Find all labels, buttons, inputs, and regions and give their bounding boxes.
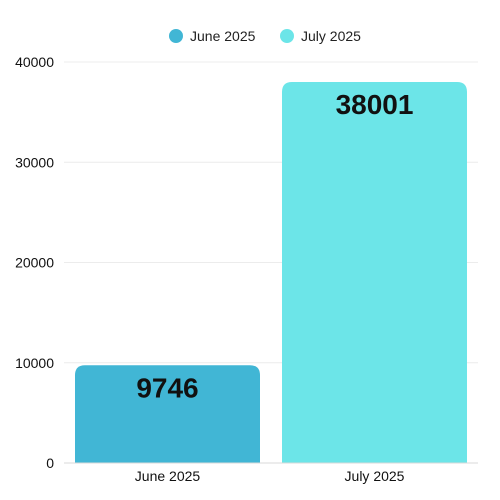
y-tick-label: 10000 <box>15 355 54 371</box>
data-labels: 9746 38001 <box>136 89 413 403</box>
legend-label: July 2025 <box>301 28 361 44</box>
legend-item: June 2025 <box>169 28 256 44</box>
y-tick-label: 0 <box>46 455 54 471</box>
y-tick-label: 40000 <box>15 54 54 70</box>
data-label: 9746 <box>136 372 198 403</box>
x-tick-label: June 2025 <box>135 468 201 484</box>
legend-swatch <box>169 29 183 43</box>
x-tick-label: July 2025 <box>345 468 405 484</box>
legend-item: July 2025 <box>280 28 361 44</box>
y-tick-label: 20000 <box>15 255 54 271</box>
legend-swatch <box>280 29 294 43</box>
bar-june-2025 <box>75 365 260 463</box>
bar-july-2025 <box>282 82 467 463</box>
bars <box>75 82 467 463</box>
legend: June 2025 July 2025 <box>169 28 361 44</box>
axes: 0 10000 20000 30000 40000 June 2025 July 2025 <box>15 54 478 484</box>
legend-label: June 2025 <box>190 28 256 44</box>
data-label: 38001 <box>336 89 414 120</box>
y-tick-label: 30000 <box>15 154 54 170</box>
